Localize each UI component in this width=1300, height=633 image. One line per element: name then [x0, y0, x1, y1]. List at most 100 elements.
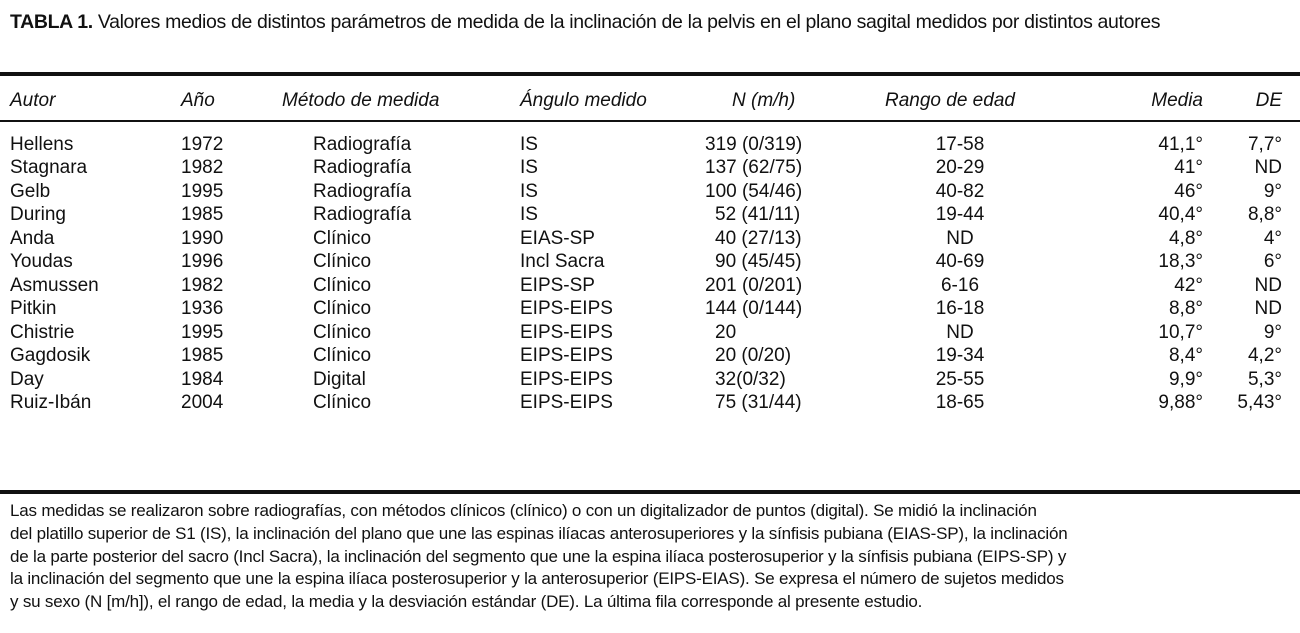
cell-rango: ND: [946, 227, 974, 249]
header-rule: [0, 120, 1300, 122]
cell-ano: 1984: [181, 368, 224, 390]
cell-autor: Pitkin: [10, 298, 57, 320]
table-row: Hellens 1972 Radiografía IS 319 (0/319) 17-58…: [0, 133, 1300, 156]
cell-ano: 1982: [181, 157, 224, 179]
cell-n: 20 (0/20): [715, 345, 792, 367]
cell-rango: 25-55: [935, 368, 985, 390]
header-ano: Año: [181, 90, 215, 111]
table-title: Valores medios de distintos parámetros d…: [97, 11, 1161, 33]
cell-angulo: EIPS-EIPS: [520, 391, 613, 413]
cell-ano: 1982: [181, 274, 224, 296]
cell-metodo: Clínico: [313, 274, 372, 296]
table-row: Anda 1990 Clínico EIAS-SP 40 (27/13) ND 4,8° 4°: [0, 227, 1300, 250]
table-caption: TABLA 1. Valores medios de distintos par…: [10, 10, 1295, 34]
cell-rango: 16-18: [935, 298, 985, 320]
cell-ano: 1972: [181, 134, 224, 155]
cell-de: 5,3°: [1247, 368, 1282, 390]
cell-media: 46°: [1174, 180, 1203, 202]
cell-metodo: Digital: [313, 368, 366, 390]
cell-n: 137 (62/75): [705, 157, 803, 179]
cell-n: 75 (31/44): [715, 391, 802, 413]
cell-ano: 1936: [181, 298, 224, 320]
cell-media: 40,4°: [1158, 204, 1203, 226]
cell-de: 9°: [1263, 180, 1282, 202]
table-row: Asmussen 1982 Clínico EIPS-SP 201 (0/201) 6-1…: [0, 274, 1300, 297]
cell-de: ND: [1254, 157, 1282, 179]
cell-ano: 1996: [181, 251, 224, 273]
cell-metodo: Clínico: [313, 391, 372, 413]
cell-autor: During: [10, 204, 66, 226]
cell-ano: 1985: [181, 204, 224, 226]
table-label: TABLA 1.: [10, 11, 93, 33]
table-row: Youdas 1996 Clínico Incl Sacra 90 (45/45) 40-…: [0, 250, 1300, 273]
footnote-line: la inclinación del segmento que une la e…: [10, 569, 1064, 589]
cell-angulo: EIPS-EIPS: [520, 298, 613, 320]
cell-angulo: Incl Sacra: [520, 251, 605, 273]
cell-autor: Day: [10, 368, 44, 390]
cell-media: 18,3°: [1158, 251, 1203, 273]
cell-de: 4,2°: [1247, 345, 1282, 367]
cell-autor: Ruiz-Ibán: [10, 391, 92, 413]
cell-media: 41°: [1174, 157, 1203, 179]
header-autor: Autor: [10, 90, 56, 111]
header-angulo: Ángulo medido: [520, 90, 647, 111]
cell-metodo: Radiografía: [313, 180, 412, 202]
table-row: Ruiz-Ibán 2004 Clínico EIPS-EIPS 75 (31/44) 1…: [0, 391, 1300, 414]
cell-rango: 40-82: [935, 180, 985, 202]
table-row: Gelb 1995 Radiografía IS 100 (54/46) 40-82 46°…: [0, 180, 1300, 203]
cell-de: 7,7°: [1247, 134, 1282, 155]
cell-rango: 40-69: [935, 251, 985, 273]
table-row: Gagdosik 1985 Clínico EIPS-EIPS 20 (0/20) 19-…: [0, 344, 1300, 367]
cell-n: 40 (27/13): [715, 227, 802, 249]
cell-angulo: EIPS-EIPS: [520, 368, 613, 390]
table-row: During 1985 Radiografía IS 52 (41/11) 19-44 40…: [0, 203, 1300, 226]
cell-rango: 19-44: [935, 204, 985, 226]
cell-metodo: Clínico: [313, 298, 372, 320]
header-n: N (m/h): [732, 90, 796, 111]
cell-angulo: EIPS-EIPS: [520, 321, 613, 343]
table-row: Stagnara 1982 Radiografía IS 137 (62/75) 20-2…: [0, 156, 1300, 179]
cell-n: 144 (0/144): [705, 298, 803, 320]
cell-rango: 19-34: [935, 345, 985, 367]
bottom-rule: [0, 490, 1300, 494]
cell-rango: 17-58: [935, 134, 985, 155]
cell-ano: 1985: [181, 345, 224, 367]
cell-de: ND: [1254, 298, 1282, 320]
table-row: Day 1984 Digital EIPS-EIPS 32(0/32) 25-55 9,9°…: [0, 368, 1300, 391]
cell-media: 9,88°: [1158, 391, 1203, 413]
cell-media: 42°: [1174, 274, 1203, 296]
cell-media: 8,8°: [1168, 298, 1203, 320]
cell-autor: Gelb: [10, 180, 51, 202]
cell-metodo: Clínico: [313, 227, 372, 249]
cell-autor: Anda: [10, 227, 55, 249]
header-de: DE: [1255, 90, 1282, 111]
footnote-line: del platillo superior de S1 (IS), la inc…: [10, 523, 1068, 543]
top-rule: [0, 72, 1300, 76]
cell-media: 9,9°: [1168, 368, 1203, 390]
cell-autor: Youdas: [10, 251, 73, 273]
cell-angulo: EIPS-EIPS: [520, 345, 613, 367]
cell-autor: Asmussen: [10, 274, 99, 296]
cell-n: 319 (0/319): [705, 134, 803, 155]
cell-rango: 6-16: [940, 274, 980, 296]
cell-media: 41,1°: [1158, 134, 1203, 155]
cell-ano: 1990: [181, 227, 224, 249]
cell-media: 8,4°: [1168, 345, 1203, 367]
cell-autor: Hellens: [10, 134, 74, 155]
cell-angulo: IS: [520, 204, 538, 226]
header-metodo: Método de medida: [282, 90, 440, 111]
cell-n: 32(0/32): [715, 368, 786, 390]
cell-rango: ND: [946, 321, 974, 343]
table-row: Pitkin 1936 Clínico EIPS-EIPS 144 (0/144) 16-…: [0, 297, 1300, 320]
cell-ano: 2004: [181, 391, 224, 413]
footnote-line: y su sexo (N [m/h]), el rango de edad, l…: [10, 592, 923, 612]
header-rango: Rango de edad: [885, 90, 1015, 111]
cell-autor: Chistrie: [10, 321, 75, 343]
cell-autor: Stagnara: [10, 157, 88, 179]
cell-angulo: IS: [520, 157, 538, 179]
cell-angulo: IS: [520, 180, 538, 202]
cell-n: 201 (0/201): [705, 274, 803, 296]
cell-n: 100 (54/46): [705, 180, 803, 202]
footnote-line: Las medidas se realizaron sobre radiogra…: [10, 501, 1037, 520]
cell-de: 4°: [1263, 227, 1282, 249]
